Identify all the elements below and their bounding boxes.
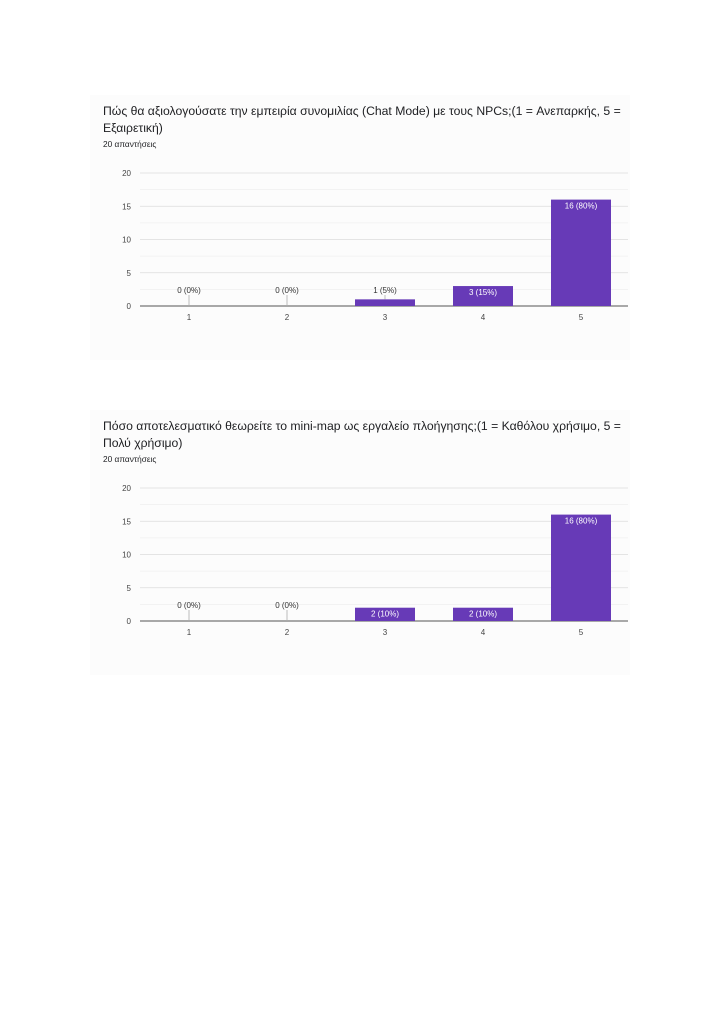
y-tick-label: 5 <box>127 584 132 593</box>
chart-card-mini-map: Πόσο αποτελεσματικό θεωρείτε το mini-map… <box>90 410 630 675</box>
data-label: 16 (80%) <box>565 517 598 526</box>
x-tick-label: 1 <box>187 313 192 322</box>
bar <box>453 286 513 306</box>
bar <box>551 199 611 306</box>
x-tick-label: 4 <box>481 628 486 637</box>
x-tick-label: 3 <box>383 313 388 322</box>
y-tick-label: 20 <box>122 169 131 178</box>
bar <box>355 299 415 306</box>
x-tick-label: 2 <box>285 628 290 637</box>
x-tick-label: 5 <box>579 628 584 637</box>
chart-title: Πόσο αποτελεσματικό θεωρείτε το mini-map… <box>103 419 621 450</box>
data-label: 2 (10%) <box>371 610 399 619</box>
data-label: 0 (0%) <box>177 601 201 610</box>
chart-title: Πώς θα αξιολογούσατε την εμπειρία συνομι… <box>103 104 621 135</box>
y-tick-label: 15 <box>122 202 131 211</box>
data-label: 0 (0%) <box>177 286 201 295</box>
bar <box>453 607 513 621</box>
x-tick-label: 3 <box>383 628 388 637</box>
response-count: 20 απαντήσεις <box>103 454 157 464</box>
y-tick-label: 10 <box>122 551 131 560</box>
bar-chart-mini-map: 0 5 10 15 20 1 0 (0%) 2 0 (0%) 3 2 (10%) 4 2 (10%) 5 1… <box>122 484 628 637</box>
y-tick-label: 20 <box>122 484 131 493</box>
data-label: 1 (5%) <box>373 286 397 295</box>
bar <box>355 607 415 621</box>
y-tick-label: 15 <box>122 517 131 526</box>
data-label: 3 (15%) <box>469 288 497 297</box>
x-tick-label: 2 <box>285 313 290 322</box>
y-tick-label: 5 <box>127 269 132 278</box>
y-tick-label: 0 <box>127 302 132 311</box>
x-tick-label: 4 <box>481 313 486 322</box>
x-tick-label: 1 <box>187 628 192 637</box>
data-label: 2 (10%) <box>469 610 497 619</box>
data-label: 16 (80%) <box>565 202 598 211</box>
x-tick-label: 5 <box>579 313 584 322</box>
data-label: 0 (0%) <box>275 286 299 295</box>
chart-card-chat-mode: Πώς θα αξιολογούσατε την εμπειρία συνομι… <box>90 95 630 360</box>
bar-chart-chat-mode: 0 5 10 15 20 1 0 (0%) 2 0 (0%) 3 1 (5%) 4 3 (15%) 5 16… <box>122 169 628 322</box>
y-tick-label: 10 <box>122 236 131 245</box>
data-label: 0 (0%) <box>275 601 299 610</box>
response-count: 20 απαντήσεις <box>103 139 157 149</box>
y-tick-label: 0 <box>127 617 132 626</box>
bar <box>551 514 611 621</box>
